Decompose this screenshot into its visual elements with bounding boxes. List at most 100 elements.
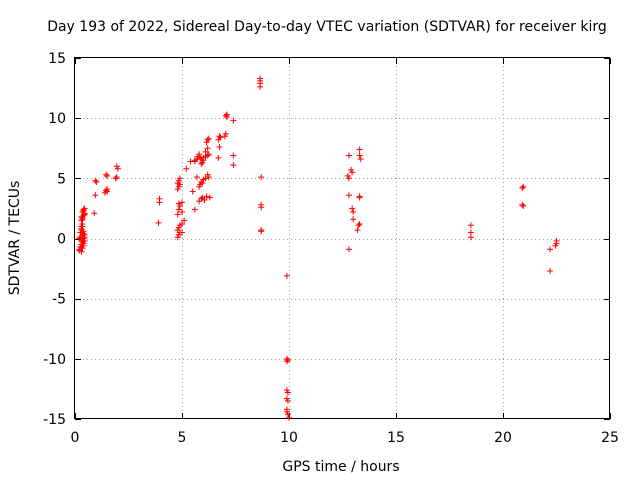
data-point: [356, 194, 363, 201]
data-point: [198, 195, 205, 202]
x-tick-label: 0: [71, 430, 80, 446]
data-point: [183, 165, 190, 172]
data-point: [357, 156, 364, 163]
data-point: [230, 162, 237, 169]
axis-ticks: [75, 58, 611, 420]
data-point: [257, 75, 264, 82]
data-point: [283, 358, 290, 365]
data-point: [179, 199, 185, 206]
data-point: [284, 411, 291, 418]
x-tick-label: 5: [178, 430, 187, 446]
data-point: [345, 192, 352, 199]
data-point: [223, 113, 230, 120]
data-point: [344, 172, 351, 179]
data-point: [191, 206, 198, 213]
y-tick-label: -5: [52, 292, 66, 308]
data-point: [113, 174, 120, 181]
y-axis-label: SDTVAR / TECUs: [7, 181, 23, 296]
data-point: [92, 177, 99, 184]
data-point: [519, 201, 526, 208]
data-point: [283, 272, 290, 279]
grid: [75, 58, 610, 419]
data-point: [179, 209, 185, 216]
data-point: [156, 195, 163, 202]
data-point: [81, 205, 88, 212]
data-point: [205, 174, 212, 181]
data-point: [222, 112, 229, 119]
data-point: [179, 229, 185, 236]
data-point: [80, 228, 87, 235]
chart-title: Day 193 of 2022, Sidereal Day-to-day VTE…: [47, 19, 607, 35]
data-point: [547, 246, 554, 253]
data-point: [81, 237, 88, 244]
y-tick-label: 10: [48, 111, 66, 127]
data-point: [520, 183, 527, 190]
data-point: [230, 117, 237, 124]
data-point: [356, 221, 363, 228]
y-tick-label: 5: [57, 171, 66, 187]
data-point: [345, 246, 352, 253]
data-point: [203, 193, 210, 200]
x-tick-label: 25: [601, 430, 619, 446]
data-point: [202, 175, 209, 182]
data-point: [113, 163, 120, 170]
data-point: [258, 204, 265, 211]
data-point: [181, 217, 188, 224]
data-point: [199, 180, 206, 187]
y-tick-labels: -15 -10 -5 0 5 10 15: [43, 51, 66, 428]
data-point: [78, 248, 85, 255]
data-point: [350, 209, 357, 216]
data-point: [216, 144, 223, 151]
data-point: [174, 211, 181, 218]
y-tick-label: -15: [43, 412, 66, 428]
data-point: [175, 200, 182, 207]
data-point: [92, 192, 99, 199]
data-point: [215, 136, 222, 143]
data-point: [175, 206, 182, 213]
data-point: [286, 414, 292, 421]
y-tick-label: 15: [48, 51, 66, 67]
data-point: [215, 154, 222, 161]
data-point: [155, 219, 162, 226]
x-tick-label: 15: [387, 430, 405, 446]
data-point: [520, 203, 527, 210]
data-point: [553, 237, 560, 244]
data-point: [230, 152, 237, 159]
data-point: [189, 188, 196, 195]
data-point: [104, 172, 111, 179]
data-point: [81, 231, 88, 238]
data-point: [356, 146, 363, 153]
data-point: [104, 186, 111, 193]
data-point: [205, 151, 212, 158]
data-point: [222, 130, 229, 137]
data-point: [103, 171, 110, 178]
data-point: [258, 228, 265, 235]
y-tick-label: -10: [43, 352, 66, 368]
data-point: [355, 222, 362, 229]
data-point: [284, 397, 291, 404]
data-point: [193, 174, 200, 181]
data-point: [204, 145, 211, 152]
data-point: [79, 216, 86, 223]
data-point: [349, 205, 356, 212]
x-tick-labels: 0 5 10 15 20 25: [71, 430, 619, 446]
data-point: [216, 133, 223, 140]
data-point: [349, 169, 356, 176]
data-point: [206, 194, 213, 201]
data-point: [112, 175, 119, 182]
data-point: [354, 227, 361, 234]
y-tick-label: 0: [57, 232, 66, 248]
data-point: [179, 221, 185, 228]
data-point: [103, 187, 110, 194]
data-point: [204, 152, 211, 159]
data-point: [258, 174, 265, 181]
data-point: [79, 223, 86, 230]
data-point: [467, 222, 474, 229]
data-point: [204, 136, 211, 143]
data-point: [176, 175, 183, 182]
data-point: [284, 357, 291, 364]
data-point: [284, 389, 291, 396]
data-point: [356, 152, 363, 159]
data-point: [519, 184, 526, 191]
